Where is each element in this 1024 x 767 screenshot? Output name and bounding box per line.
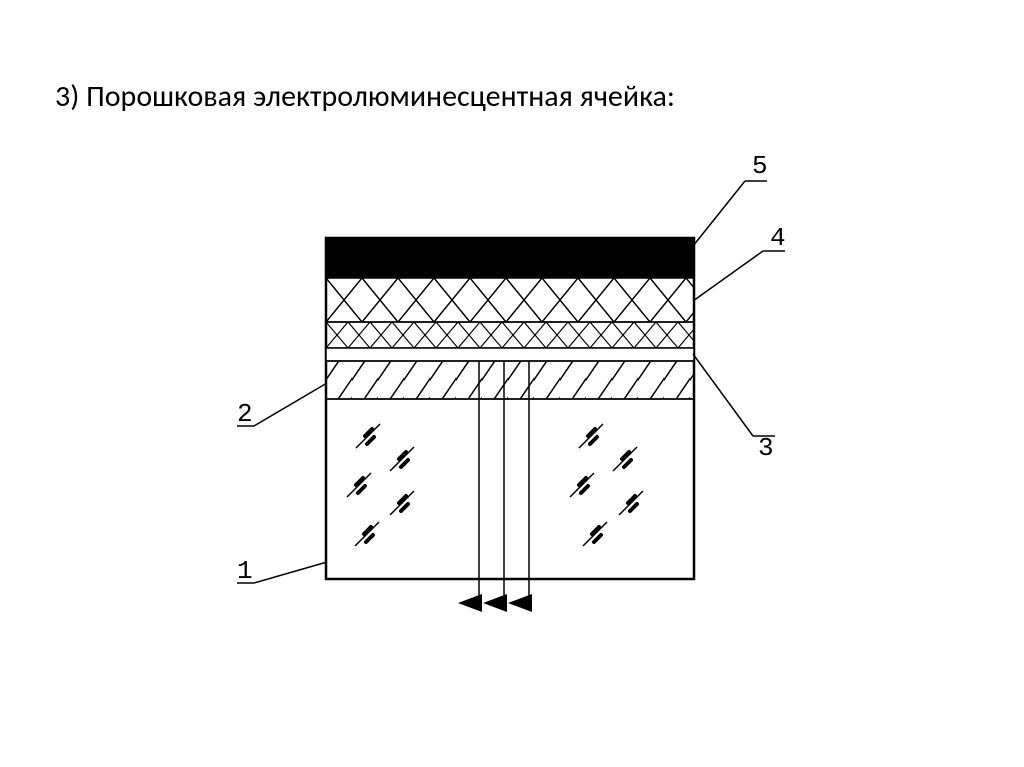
cell-diagram: 5 4 3 2 1	[205, 155, 815, 660]
page-title: 3) Порошковая электролюминесцентная ячей…	[55, 78, 675, 115]
label-5: 5	[752, 155, 768, 181]
layer-5	[326, 238, 694, 278]
label-1: 1	[237, 556, 253, 586]
layer-3	[326, 348, 694, 361]
label-2: 2	[237, 399, 253, 429]
label-3: 3	[758, 433, 774, 463]
layer-4-top	[326, 278, 694, 322]
layer-4-bottom	[326, 322, 694, 348]
label-4: 4	[770, 223, 786, 253]
layer-1-glass	[347, 424, 643, 546]
layer-2	[326, 361, 694, 399]
